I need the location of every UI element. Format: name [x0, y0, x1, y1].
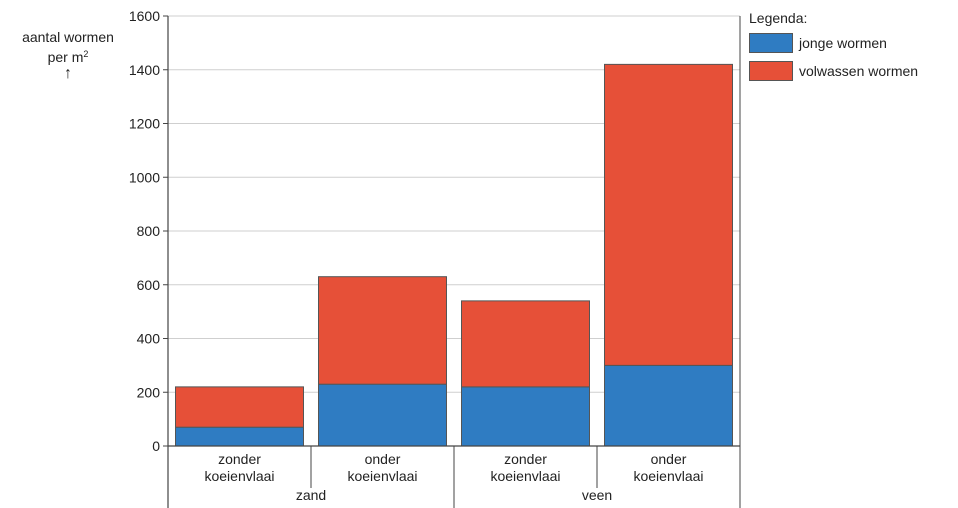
legend-swatch-jonge-wormen: [749, 33, 793, 53]
y-axis-label-exponent: 2: [83, 49, 89, 59]
y-tick-label: 1400: [129, 62, 160, 78]
y-tick-label: 800: [137, 223, 161, 239]
y-axis-label-line1: aantal wormen: [22, 29, 114, 45]
y-axis-label-line2: per m2: [4, 46, 132, 66]
legend-label-volwassen-wormen: volwassen wormen: [799, 63, 919, 79]
bar-jonge-wormen-3: [604, 364, 733, 447]
bar-volwassen-wormen-1: [318, 276, 447, 385]
y-tick-label: 1200: [129, 116, 160, 132]
y-tick-label: 1000: [129, 169, 160, 185]
bar-volwassen-wormen-2: [461, 300, 590, 388]
category-label-line2: koeienvlaai: [347, 468, 417, 484]
legend: Legenda: jonge wormen volwassen wormen: [749, 10, 918, 88]
y-tick-label: 200: [137, 384, 161, 400]
bar-volwassen-wormen-3: [604, 63, 733, 366]
category-label-line1: onder: [365, 451, 401, 467]
y-tick-label: 400: [137, 331, 161, 347]
bar-jonge-wormen-1: [318, 383, 447, 447]
y-tick-label: 600: [137, 277, 161, 293]
y-tick-label: 1600: [129, 8, 160, 24]
y-axis-arrow-icon: ↑: [64, 65, 72, 82]
category-label-line2: koeienvlaai: [204, 468, 274, 484]
bar-jonge-wormen-0: [175, 426, 304, 447]
bar-jonge-wormen-2: [461, 386, 590, 447]
group-label: veen: [582, 487, 612, 503]
legend-swatch-volwassen-wormen: [749, 61, 793, 81]
legend-item-volwassen-wormen: volwassen wormen: [749, 60, 918, 82]
y-axis-label: aantal wormen per m2 ↑: [4, 29, 132, 82]
legend-item-jonge-wormen: jonge wormen: [749, 32, 918, 54]
y-tick-label: 0: [152, 438, 160, 454]
legend-label-jonge-wormen: jonge wormen: [799, 35, 887, 51]
category-label-line1: zonder: [504, 451, 547, 467]
bar-volwassen-wormen-0: [175, 386, 304, 428]
category-label-line2: koeienvlaai: [490, 468, 560, 484]
group-label: zand: [296, 487, 326, 503]
legend-title: Legenda:: [749, 10, 808, 26]
category-label-line1: onder: [651, 451, 687, 467]
y-axis-label-unit: per m: [47, 49, 84, 65]
category-label-line1: zonder: [218, 451, 261, 467]
category-label-line2: koeienvlaai: [633, 468, 703, 484]
